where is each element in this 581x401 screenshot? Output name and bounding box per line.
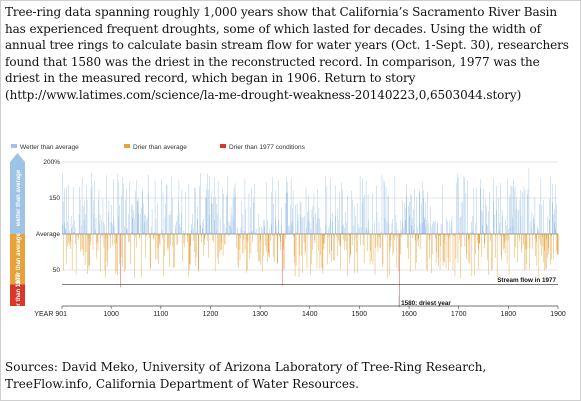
bars-group — [62, 167, 559, 296]
x-tick-label-10: 1900 — [550, 311, 566, 318]
intro-paragraph: Tree-ring data spanning roughly 1,000 ye… — [5, 5, 569, 102]
side-band-2 — [10, 284, 25, 306]
legend-label-drier: Drier than average — [133, 144, 187, 151]
side-band-0 — [10, 162, 25, 234]
x-tick-label-5: 1400 — [302, 311, 318, 318]
annotation-stream-flow-1977: Stream flow in 1977 — [497, 277, 556, 284]
x-tick-label-4: 1300 — [252, 311, 268, 318]
legend-label-wetter: Wetter than average — [20, 144, 79, 151]
chart-legend: Wetter than average Drier than average D… — [6, 142, 570, 154]
legend-swatch-wetter — [11, 144, 17, 148]
legend-label-drier-1977: Drier than 1977 conditions — [229, 144, 305, 151]
x-tick-label-7: 1600 — [401, 311, 417, 318]
legend-item-drier-1977: Drier than 1977 conditions — [220, 144, 305, 151]
legend-swatch-drier — [124, 144, 130, 148]
x-tick-label-2: 1100 — [153, 311, 168, 318]
x-tick-label-0: YEAR 901 — [34, 311, 67, 318]
legend-swatch-drier-1977 — [220, 144, 226, 148]
x-tick-label-3: 1200 — [203, 311, 219, 318]
legend-item-wetter: Wetter than average — [11, 144, 79, 151]
wetter-arrow — [10, 153, 25, 162]
annotation-1580-driest-year: 1580: driest year — [401, 300, 451, 307]
legend-item-drier: Drier than average — [124, 144, 187, 151]
y-tick-label-0: 200% — [43, 159, 60, 166]
side-band-label-2: drier than 1977 — [16, 273, 22, 316]
sources-paragraph: Sources: David Meko, University of Arizo… — [5, 360, 487, 391]
y-tick-label-1: 150 — [49, 195, 60, 202]
y-tick-label-3: 50 — [53, 267, 61, 274]
chart-plot: wetter than average drier than averagedri… — [10, 153, 566, 318]
x-tick-label-6: 1500 — [352, 311, 368, 318]
x-tick-label-9: 1800 — [501, 311, 517, 318]
streamflow-chart: Wetter than average Drier than average D… — [6, 142, 570, 318]
side-band-1 — [10, 234, 25, 285]
x-tick-label-8: 1700 — [451, 311, 467, 318]
x-tick-label-1: 1000 — [103, 311, 119, 318]
side-band-label-1: drier than average — [16, 233, 22, 286]
side-band-label-0: wetter than average — [16, 169, 22, 227]
y-tick-label-2: Average — [36, 231, 60, 238]
